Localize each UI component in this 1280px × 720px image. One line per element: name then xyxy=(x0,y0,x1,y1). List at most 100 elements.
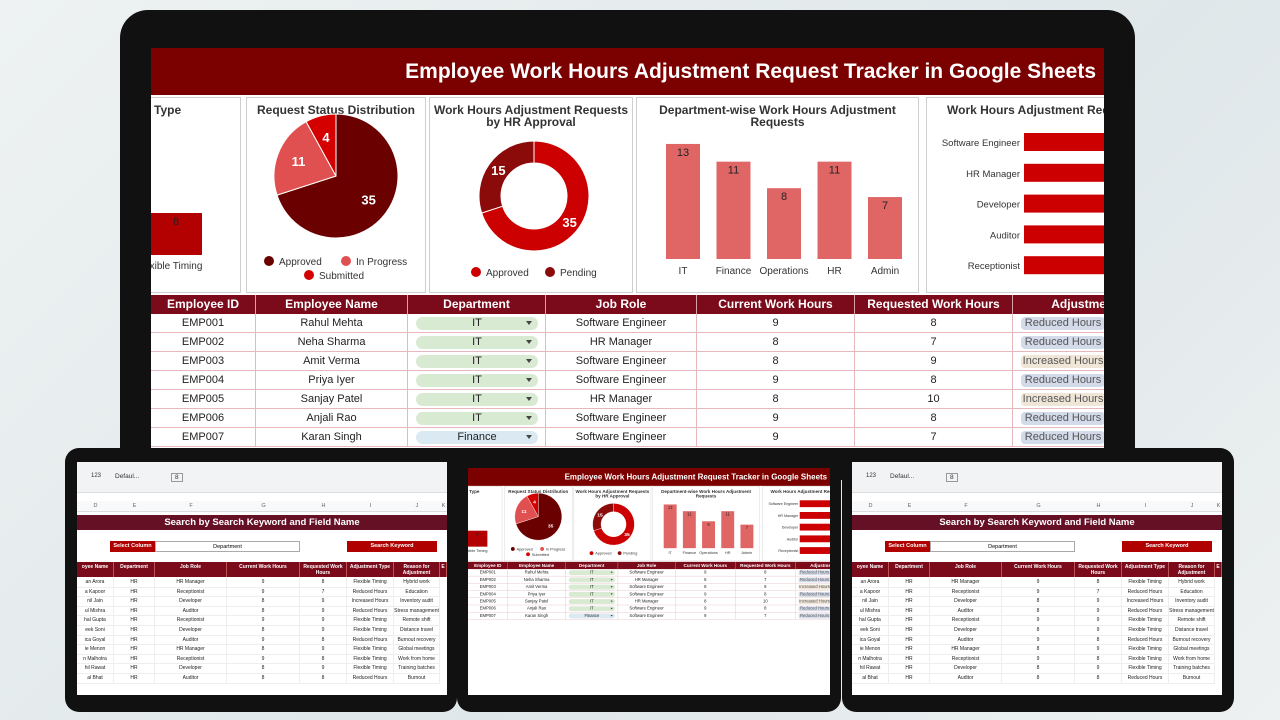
table-cell: Reduced Hours xyxy=(1013,409,1104,428)
table-cell: 9 xyxy=(1075,616,1122,626)
dashboard-title: Employee Work Hours Adjustment Request T… xyxy=(468,468,830,486)
select-dropdown[interactable]: Department xyxy=(930,541,1075,552)
dropdown-arrow xyxy=(610,607,613,610)
table-cell: 9 xyxy=(675,612,736,620)
search-sheet-screen: 123 Defaul... 8 D E F G H I J K Search by Search Ke… xyxy=(77,462,447,695)
table-cell: 9 xyxy=(1075,664,1122,674)
column-letter-row xyxy=(852,501,1222,512)
chart: 8 xible Timing xyxy=(468,530,488,553)
dashboard-screen: Employee Work Hours Adjustment Request T… xyxy=(468,468,830,620)
chart-title: Department-wise Work Hours Adjustment Re… xyxy=(661,488,752,499)
column-letter: G xyxy=(1036,503,1041,509)
table-cell: 8 xyxy=(735,605,796,613)
table-cell: HR xyxy=(114,597,155,607)
legend-label: In Progress xyxy=(356,257,407,268)
search-sheet-screen: 123 Defaul... 8 D E F G H I J K Search by Search Ke… xyxy=(852,462,1222,695)
table-cell: an Arora xyxy=(852,578,889,588)
table-cell: Sanjay Patel xyxy=(256,390,408,409)
chart-title: Work Hours Adjustment Requests by HR App… xyxy=(575,488,650,499)
legend-label: Pending xyxy=(560,268,597,279)
table-cell: Developer xyxy=(930,626,1002,636)
chart-panel: Work Hours Adjustment Requests by HR App… xyxy=(429,97,633,293)
table-cell: 9 xyxy=(1075,606,1122,617)
table-cell: IT xyxy=(408,333,546,352)
table-cell: 7 xyxy=(1075,587,1122,598)
data-label: 7 xyxy=(882,200,888,212)
select-dropdown[interactable]: Department xyxy=(155,541,300,552)
dropdown-arrow xyxy=(610,615,613,617)
table-cell: Stress management xyxy=(1169,606,1215,617)
category-label: Auditor xyxy=(990,230,1020,241)
bar xyxy=(1024,163,1104,182)
table-cell: 8 xyxy=(227,597,300,607)
dashboard-screen: Employee Work Hours Adjustment Request T… xyxy=(151,48,1104,448)
legend-swatch xyxy=(526,552,530,557)
table-cell: Software Engineer xyxy=(618,590,676,598)
table-cell: Flexible Timing xyxy=(1122,645,1169,655)
table-cell: 8 xyxy=(855,409,1013,428)
table-cell: Auditor xyxy=(155,635,227,646)
table-cell: 9 xyxy=(675,605,736,613)
table-cell: HR Manager xyxy=(930,645,1002,655)
dropdown-arrow xyxy=(526,359,532,363)
dropdown-chip: Finance xyxy=(568,613,616,619)
chip: Reduced Hours xyxy=(1021,431,1104,444)
table-cell: Anjali Rao xyxy=(507,605,566,613)
table-cell: Developer xyxy=(930,664,1002,674)
column-header: Requested Work Hours xyxy=(1075,562,1122,577)
table-cell: Reduced Hours xyxy=(1013,333,1104,352)
column-letter: K xyxy=(441,503,446,509)
column-letter: F xyxy=(964,503,968,509)
table-cell: HR xyxy=(889,616,930,626)
table-cell: Rahul Mehta xyxy=(256,314,408,333)
bar xyxy=(1024,194,1104,213)
table-cell: 8 xyxy=(1002,674,1075,684)
chart-title: Request Status Distribution xyxy=(256,103,415,117)
toolbar-item: Defaul... xyxy=(890,473,915,480)
select-label: Select Column xyxy=(110,541,155,552)
column-letter: F xyxy=(189,503,193,509)
donut-slice xyxy=(592,503,614,531)
legend-swatch xyxy=(510,547,515,551)
dropdown-arrow xyxy=(526,378,532,382)
column-header: Adjustment Ty xyxy=(1013,295,1104,314)
toolbar xyxy=(77,462,447,493)
data-label: 4 xyxy=(322,130,330,145)
chart: 35 Approved 15 Pending xyxy=(589,503,637,556)
table-cell: 9 xyxy=(227,587,300,598)
column-letter: E xyxy=(907,503,912,509)
bar xyxy=(1024,225,1104,244)
dropdown-chip: IT xyxy=(568,591,616,597)
column-header: Requested Work Hours xyxy=(735,561,796,570)
table-cell: Flexible Timing xyxy=(1122,616,1169,626)
category-label: Software Engineer xyxy=(942,138,1020,149)
table-cell: Flexible Timing xyxy=(1122,654,1169,665)
table-cell: EMP002 xyxy=(151,333,256,352)
category-label: Auditor xyxy=(787,537,799,541)
table-cell: Hybrid work xyxy=(394,578,440,588)
column-letter: H xyxy=(1096,503,1101,509)
column-header: oyee Name xyxy=(852,562,889,577)
dropdown-value: IT xyxy=(590,599,594,604)
table-cell: IT xyxy=(565,583,619,591)
table-cell: n Malhotra xyxy=(77,654,114,665)
chart-title: Type xyxy=(469,488,480,495)
toolbar xyxy=(852,462,1222,493)
table-cell: 8 xyxy=(227,626,300,636)
table-cell: IT xyxy=(408,352,546,371)
chart: 35 Approved 11 In Progress 4 Submitted xyxy=(264,113,407,282)
category-label: Developer xyxy=(977,200,1020,211)
table-cell: 9 xyxy=(855,352,1013,371)
legend-label: Pending xyxy=(623,552,637,556)
table-cell: Reduced Hours xyxy=(795,576,830,584)
table-cell: hil Rawat xyxy=(852,664,889,674)
table-cell: EMP007 xyxy=(468,612,508,620)
table-cell: IT xyxy=(408,371,546,390)
table-cell: 7 xyxy=(735,576,796,584)
bar xyxy=(799,523,830,531)
table-cell: HR xyxy=(114,616,155,626)
table-cell: Flexible Timing xyxy=(1122,664,1169,674)
table-cell: Developer xyxy=(155,626,227,636)
category-label: Finance xyxy=(683,551,697,555)
table-cell: Auditor xyxy=(930,606,1002,617)
